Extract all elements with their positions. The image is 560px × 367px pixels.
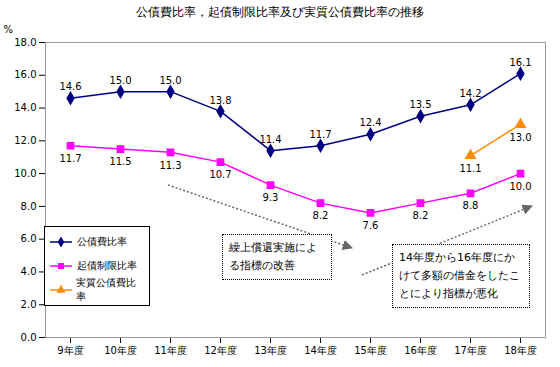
svg-text:11年度: 11年度	[154, 345, 187, 356]
svg-text:16年度: 16年度	[404, 345, 437, 356]
svg-text:6.0: 6.0	[21, 233, 37, 244]
svg-text:11.1: 11.1	[459, 163, 481, 174]
svg-text:16.1: 16.1	[509, 57, 531, 68]
html-text:起債制限比率: 起債制限比率	[77, 260, 137, 271]
svg-text:12年度: 12年度	[204, 345, 237, 356]
svg-text:14.6: 14.6	[59, 81, 81, 92]
svg-text:10年度: 10年度	[104, 345, 137, 356]
svg-text:11.5: 11.5	[109, 156, 131, 167]
svg-text:11.7: 11.7	[309, 129, 331, 140]
svg-text:15年度: 15年度	[354, 345, 387, 356]
svg-text:18.0: 18.0	[14, 37, 36, 48]
svg-text:13.0: 13.0	[509, 132, 531, 143]
svg-text:%: %	[4, 24, 14, 35]
html-text:14年度から16年度にかけて多額の借金をしたことにより指標が: 14年度から16年度にかけて多額の借金をしたことにより指標が悪化	[399, 251, 520, 300]
svg-text:2.0: 2.0	[21, 299, 37, 310]
html-text:公債費比率: 公債費比率	[77, 236, 127, 247]
svg-text:10.0: 10.0	[509, 181, 531, 192]
svg-text:11.3: 11.3	[159, 160, 181, 171]
svg-text:12.4: 12.4	[359, 117, 381, 128]
svg-text:12.0: 12.0	[14, 135, 36, 146]
html-text:繰上償還実施による指標の改善: 繰上償還実施による指標の改善	[229, 241, 317, 272]
svg-text:11.7: 11.7	[59, 153, 81, 164]
svg-text:9年度: 9年度	[57, 345, 83, 356]
svg-text:18年度: 18年度	[504, 345, 537, 356]
svg-text:13.8: 13.8	[209, 95, 231, 106]
svg-text:10.7: 10.7	[209, 169, 231, 180]
svg-text:9.3: 9.3	[263, 192, 279, 203]
svg-text:13年度: 13年度	[254, 345, 287, 356]
svg-text:0.0: 0.0	[21, 332, 37, 343]
svg-text:4.0: 4.0	[21, 266, 37, 277]
svg-text:16.0: 16.0	[14, 69, 36, 80]
svg-text:13.5: 13.5	[409, 99, 431, 110]
svg-text:14.0: 14.0	[14, 102, 36, 113]
svg-text:7.6: 7.6	[363, 220, 379, 231]
svg-text:14年度: 14年度	[304, 345, 337, 356]
svg-text:15.0: 15.0	[159, 75, 181, 86]
html-text:実質公債費比率: 実質公債費比率	[76, 277, 137, 302]
svg-text:15.0: 15.0	[109, 75, 131, 86]
svg-text:11.4: 11.4	[259, 134, 281, 145]
svg-text:8.2: 8.2	[313, 210, 329, 221]
html-text:公債費比率，起債制限比率及び実質公債費比率の推移: 公債費比率，起債制限比率及び実質公債費比率の推移	[136, 5, 424, 19]
svg-text:14.2: 14.2	[459, 88, 481, 99]
svg-text:17年度: 17年度	[454, 345, 487, 356]
svg-text:8.0: 8.0	[21, 201, 37, 212]
svg-text:8.8: 8.8	[463, 200, 479, 211]
svg-text:8.2: 8.2	[413, 210, 429, 221]
svg-text:10.0: 10.0	[14, 168, 36, 179]
